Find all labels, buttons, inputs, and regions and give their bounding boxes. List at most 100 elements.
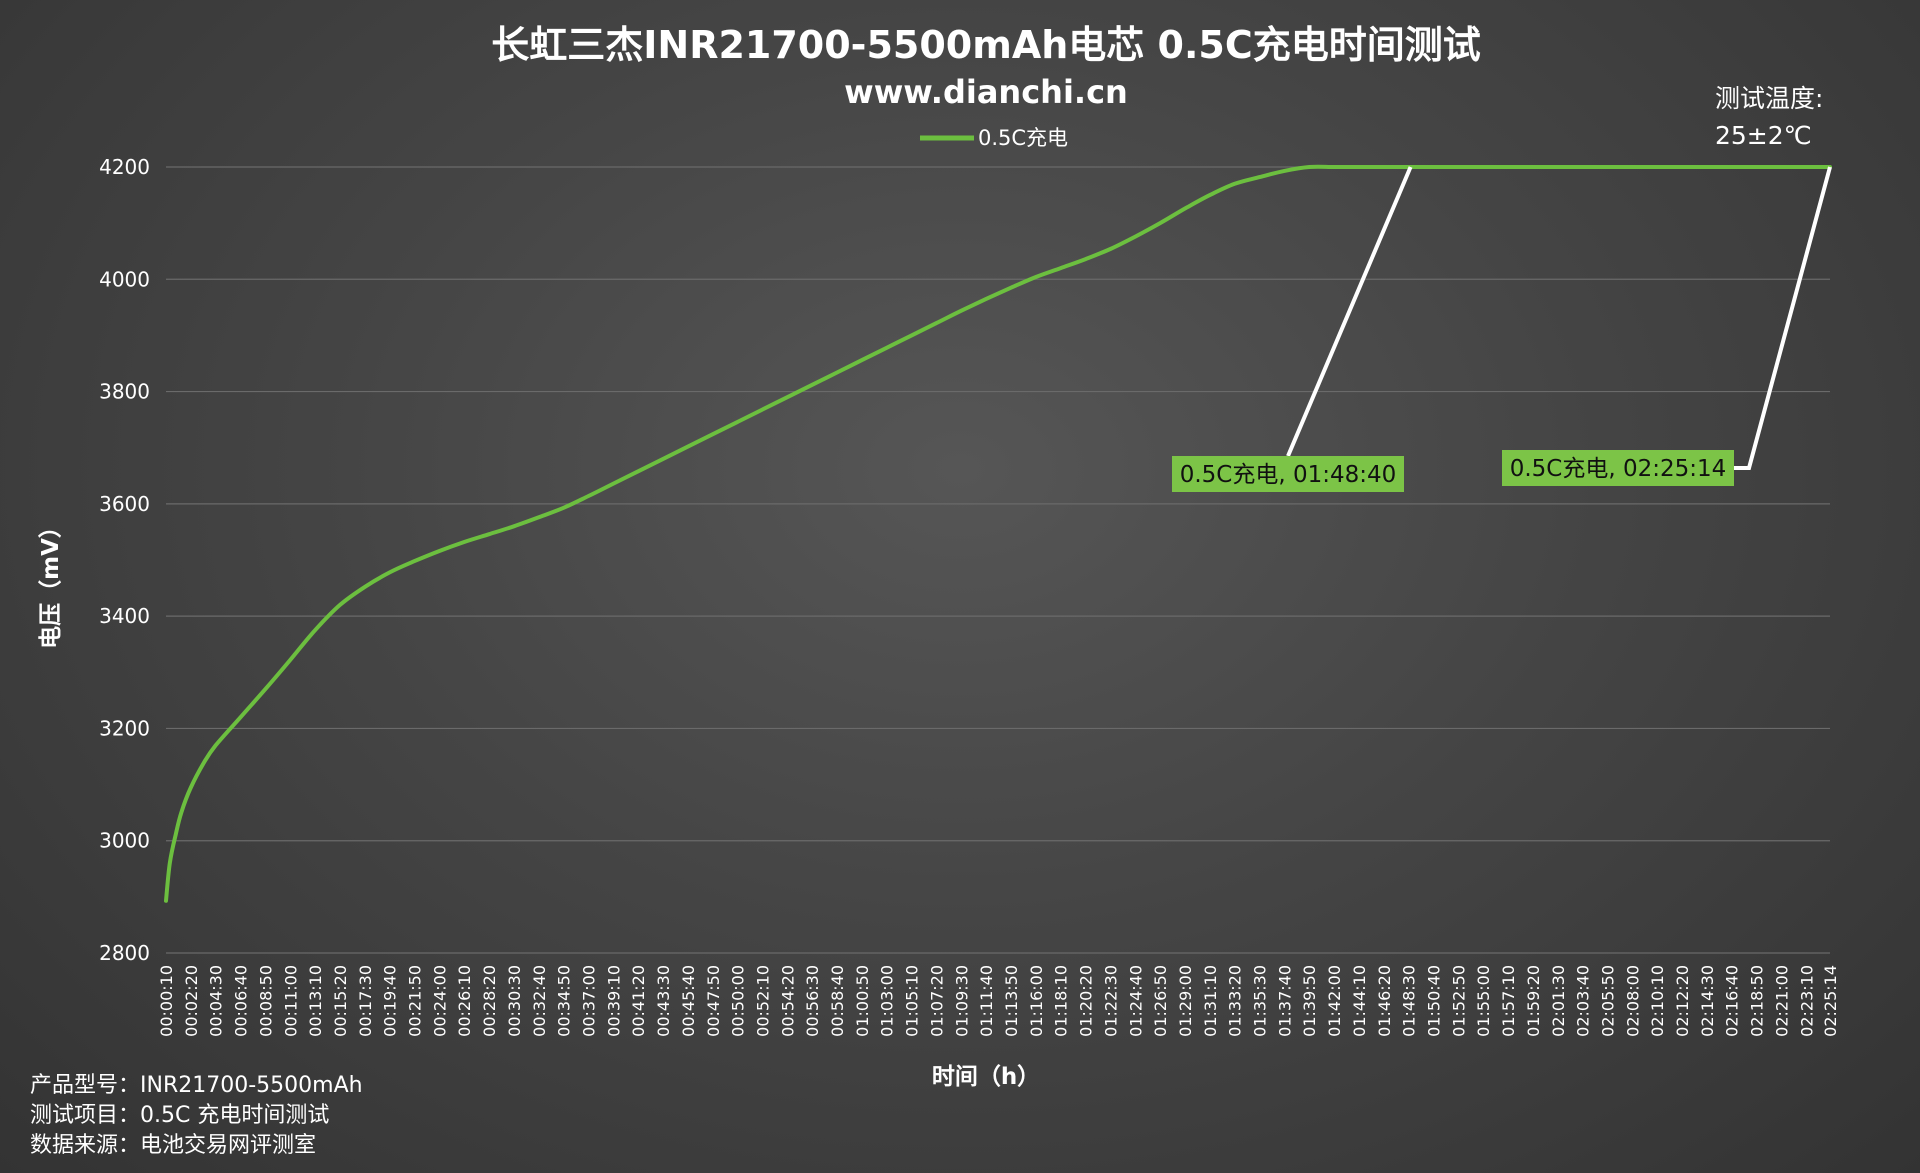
x-tick-label: 01:00:50 bbox=[853, 965, 872, 1037]
x-tick-label: 01:50:40 bbox=[1425, 965, 1444, 1037]
x-tick-label: 01:05:10 bbox=[903, 965, 922, 1037]
annotation-box bbox=[1172, 456, 1404, 492]
x-tick-label: 00:50:00 bbox=[729, 965, 748, 1037]
info-test-item: 测试项目：0.5C 充电时间测试 bbox=[30, 1103, 329, 1128]
x-tick-label: 01:59:20 bbox=[1524, 965, 1543, 1037]
x-tick-label: 01:55:00 bbox=[1474, 965, 1493, 1037]
x-tick-label: 01:42:00 bbox=[1325, 965, 1344, 1037]
x-tick-label: 02:03:40 bbox=[1574, 965, 1593, 1037]
x-tick-label: 00:37:00 bbox=[580, 965, 599, 1037]
x-tick-label: 02:23:10 bbox=[1797, 965, 1816, 1037]
y-tick-label: 4000 bbox=[99, 267, 150, 291]
x-tick-label: 00:24:00 bbox=[430, 965, 449, 1037]
annotations: 0.5C充电, 01:48:40 0.5C充电, 02:25:14 bbox=[1172, 166, 1832, 492]
chart-title: 长虹三杰INR21700-5500mAh电芯 0.5C充电时间测试 bbox=[491, 23, 1480, 67]
x-tick-label: 01:29:00 bbox=[1176, 965, 1195, 1037]
x-tick-label: 01:03:00 bbox=[878, 965, 897, 1037]
x-tick-label: 00:11:00 bbox=[281, 965, 300, 1037]
x-tick-label: 00:00:10 bbox=[157, 965, 176, 1037]
x-tick-label: 00:34:50 bbox=[555, 965, 574, 1037]
x-tick-label: 02:08:00 bbox=[1623, 965, 1642, 1037]
legend: 0.5C充电 bbox=[920, 126, 1068, 150]
chart-subtitle: www.dianchi.cn bbox=[844, 73, 1128, 111]
x-axis-label: 时间（h） bbox=[932, 1063, 1040, 1090]
x-tick-label: 00:54:20 bbox=[778, 965, 797, 1037]
annotation-label: 0.5C充电, 01:48:40 bbox=[1180, 462, 1397, 488]
x-tick-label: 01:33:20 bbox=[1226, 965, 1245, 1037]
x-tick-label: 00:21:50 bbox=[406, 965, 425, 1037]
x-tick-label: 00:13:10 bbox=[306, 965, 325, 1037]
x-tick-label: 02:21:00 bbox=[1772, 965, 1791, 1037]
x-tick-label: 00:43:30 bbox=[654, 965, 673, 1037]
annotation-leader-line bbox=[1286, 166, 1413, 457]
annotation-box bbox=[1502, 450, 1734, 486]
x-tick-label: 02:14:30 bbox=[1698, 965, 1717, 1037]
info-product-model: 产品型号：INR21700-5500mAh bbox=[30, 1073, 363, 1098]
x-tick-label: 00:47:50 bbox=[704, 965, 723, 1037]
y-tick-label: 3200 bbox=[99, 716, 150, 740]
y-axis-label: 电压（mV） bbox=[37, 515, 64, 649]
x-tick-label: 01:44:10 bbox=[1350, 965, 1369, 1037]
x-tick-label: 02:10:10 bbox=[1648, 965, 1667, 1037]
x-tick-label: 01:52:50 bbox=[1449, 965, 1468, 1037]
y-tick-label: 3800 bbox=[99, 380, 150, 404]
y-tick-label: 3000 bbox=[99, 829, 150, 853]
x-tick-label: 00:04:30 bbox=[207, 965, 226, 1037]
x-tick-label: 01:35:30 bbox=[1251, 965, 1270, 1037]
x-tick-label: 01:20:20 bbox=[1077, 965, 1096, 1037]
annotation-label: 0.5C充电, 02:25:14 bbox=[1510, 456, 1727, 482]
x-tick-label: 00:52:10 bbox=[753, 965, 772, 1037]
x-tick-label: 01:18:10 bbox=[1052, 965, 1071, 1037]
x-tick-label: 01:46:20 bbox=[1375, 965, 1394, 1037]
x-tick-label: 00:19:40 bbox=[381, 965, 400, 1037]
x-tick-label: 00:56:30 bbox=[803, 965, 822, 1037]
x-tick-label: 02:18:50 bbox=[1748, 965, 1767, 1037]
x-tick-label: 00:58:40 bbox=[828, 965, 847, 1037]
x-tick-label: 01:48:30 bbox=[1400, 965, 1419, 1037]
x-axis-ticks: 00:00:10 00:02:20 00:04:30 00:06:40 00:08:50… bbox=[157, 965, 1840, 1037]
x-tick-label: 00:30:30 bbox=[505, 965, 524, 1037]
x-tick-label: 00:06:40 bbox=[232, 965, 251, 1037]
x-tick-label: 01:37:40 bbox=[1275, 965, 1294, 1037]
x-tick-label: 02:05:50 bbox=[1598, 965, 1617, 1037]
x-tick-label: 00:45:40 bbox=[679, 965, 698, 1037]
annotation-leader-line bbox=[1734, 166, 1832, 470]
y-tick-label: 2800 bbox=[99, 941, 150, 965]
temperature-note-line1: 测试温度: bbox=[1715, 84, 1823, 113]
x-tick-label: 00:39:10 bbox=[604, 965, 623, 1037]
info-block: 产品型号：INR21700-5500mAh 测试项目：0.5C 充电时间测试 数… bbox=[30, 1073, 363, 1158]
y-tick-label: 4200 bbox=[99, 155, 150, 179]
x-tick-label: 00:02:20 bbox=[182, 965, 201, 1037]
y-tick-label: 3400 bbox=[99, 604, 150, 628]
x-tick-label: 01:26:50 bbox=[1151, 965, 1170, 1037]
x-tick-label: 02:25:14 bbox=[1821, 965, 1840, 1037]
temperature-note-line2: 25±2℃ bbox=[1715, 121, 1812, 150]
x-tick-label: 02:16:40 bbox=[1723, 965, 1742, 1037]
x-tick-label: 00:41:20 bbox=[629, 965, 648, 1037]
x-tick-label: 01:16:00 bbox=[1027, 965, 1046, 1037]
x-tick-label: 02:12:20 bbox=[1673, 965, 1692, 1037]
x-tick-label: 01:39:50 bbox=[1300, 965, 1319, 1037]
x-tick-label: 01:11:40 bbox=[977, 965, 996, 1037]
x-tick-label: 01:31:10 bbox=[1201, 965, 1220, 1037]
x-tick-label: 00:28:20 bbox=[480, 965, 499, 1037]
series-line bbox=[164, 164, 1832, 903]
x-tick-label: 00:32:40 bbox=[530, 965, 549, 1037]
x-tick-label: 01:13:50 bbox=[1002, 965, 1021, 1037]
x-tick-label: 00:26:10 bbox=[455, 965, 474, 1037]
series-layer bbox=[164, 164, 1832, 903]
y-axis-ticks: 2800 3000 3200 3400 3600 3800 4000 4200 bbox=[99, 155, 150, 965]
x-tick-label: 00:17:30 bbox=[356, 965, 375, 1037]
info-data-source: 数据来源：电池交易网评测室 bbox=[30, 1133, 316, 1158]
x-tick-label: 01:07:20 bbox=[927, 965, 946, 1037]
y-tick-label: 3600 bbox=[99, 492, 150, 516]
gridlines bbox=[166, 166, 1830, 954]
x-tick-label: 00:15:20 bbox=[331, 965, 350, 1037]
x-tick-label: 01:57:10 bbox=[1499, 965, 1518, 1037]
x-tick-label: 01:22:30 bbox=[1101, 965, 1120, 1037]
x-tick-label: 01:09:30 bbox=[952, 965, 971, 1037]
x-tick-label: 02:01:30 bbox=[1549, 965, 1568, 1037]
x-tick-label: 01:24:40 bbox=[1126, 965, 1145, 1037]
legend-label: 0.5C充电 bbox=[978, 126, 1068, 150]
